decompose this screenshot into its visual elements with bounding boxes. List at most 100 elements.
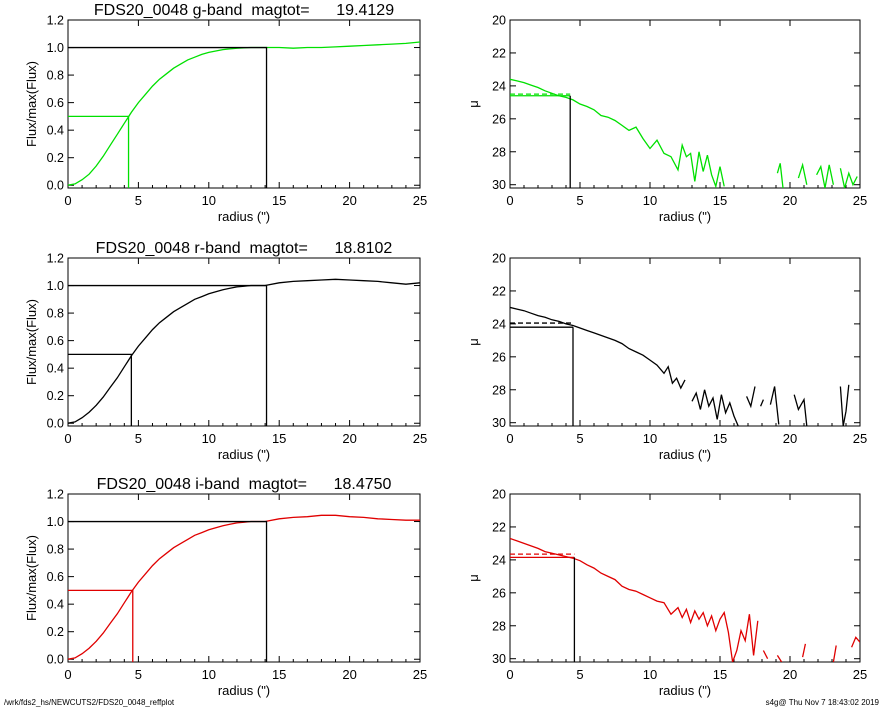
x-tick-label: 0	[64, 193, 71, 208]
plot-frame	[509, 257, 861, 427]
y-tick-label: 30	[492, 416, 506, 430]
y-tick-label: 24	[492, 317, 506, 331]
x-tick-label: 20	[342, 667, 356, 682]
chart-title: FDS20_0048 i-band magtot= 18.4750	[97, 476, 392, 493]
x-tick-label: 15	[713, 431, 727, 446]
plot-frame	[509, 19, 861, 189]
y-tick-label: 26	[492, 112, 506, 126]
x-tick-label: 5	[576, 431, 583, 446]
x-tick-label: 0	[64, 431, 71, 446]
y-axis-label: Flux/max(Flux)	[24, 61, 39, 147]
y-tick-label: 0.6	[47, 96, 64, 110]
total-radius-marker	[68, 46, 268, 188]
data-series-line	[68, 278, 420, 424]
y-tick-label: 22	[492, 520, 506, 534]
y-tick-label: 22	[492, 284, 506, 298]
y-tick-label: 0.0	[47, 179, 64, 193]
x-tick-label: 5	[135, 193, 142, 208]
x-tick-label: 15	[272, 431, 286, 446]
y-tick-label: 0.2	[47, 625, 64, 639]
x-axis-label: radius (")	[659, 683, 711, 698]
data-series-line	[510, 78, 858, 188]
y-tick-label: 0.6	[47, 570, 64, 584]
panel-r-growth: 0 5 10 15 20 25 0.0 0.2 0.4 0.6 0.8 1.0 1.2 radius ("…	[24, 240, 427, 462]
x-tick-label: 10	[643, 667, 657, 682]
x-tick-label: 0	[64, 667, 71, 682]
data-series-line	[510, 306, 850, 426]
total-radius-marker	[68, 520, 268, 662]
x-tick-label: 20	[783, 193, 797, 208]
y-tick-label: 0.0	[47, 653, 64, 667]
y-tick-label: 20	[492, 488, 506, 502]
y-tick-label: 24	[492, 79, 506, 93]
data-series-line	[510, 537, 860, 662]
x-tick-label: 20	[342, 431, 356, 446]
chart-title: FDS20_0048 r-band magtot= 18.8102	[96, 240, 393, 257]
y-tick-label: 28	[492, 619, 506, 633]
plot-frame	[67, 257, 421, 427]
x-tick-label: 5	[135, 667, 142, 682]
half-light-marker	[68, 115, 130, 188]
x-tick-label: 25	[413, 431, 427, 446]
x-tick-label: 5	[576, 193, 583, 208]
y-tick-label: 24	[492, 553, 506, 567]
total-radius-marker	[68, 284, 268, 426]
y-tick-label: 28	[492, 383, 506, 397]
chart-title: FDS20_0048 g-band magtot= 19.4129	[94, 2, 394, 19]
x-axis-label: radius (")	[659, 209, 711, 224]
y-tick-label: 26	[492, 350, 506, 364]
y-tick-label: 26	[492, 586, 506, 600]
x-tick-label: 0	[506, 667, 513, 682]
y-tick-label: 1.2	[47, 252, 64, 266]
x-tick-label: 10	[643, 193, 657, 208]
plot-frame	[67, 493, 421, 663]
y-axis-label: Flux/max(Flux)	[24, 299, 39, 385]
y-tick-label: 1.0	[47, 279, 64, 293]
y-tick-label: 30	[492, 178, 506, 192]
x-tick-label: 10	[202, 667, 216, 682]
y-axis-label: μ	[466, 338, 481, 346]
data-series-line	[68, 41, 420, 186]
x-tick-label: 15	[272, 193, 286, 208]
y-tick-label: 1.0	[47, 515, 64, 529]
x-tick-label: 20	[783, 431, 797, 446]
y-tick-label: 0.4	[47, 362, 64, 376]
y-tick-label: 0.8	[47, 543, 64, 557]
y-tick-label: 0.0	[47, 417, 64, 431]
y-tick-label: 30	[492, 652, 506, 666]
y-tick-label: 20	[492, 252, 506, 266]
panel-i-growth: 0 5 10 15 20 25 0.0 0.2 0.4 0.6 0.8 1.0 1.2 radius ("…	[24, 476, 427, 698]
x-tick-label: 0	[506, 431, 513, 446]
y-tick-label: 28	[492, 145, 506, 159]
x-tick-label: 10	[202, 431, 216, 446]
y-tick-label: 0.6	[47, 334, 64, 348]
x-axis-label: radius (")	[218, 447, 270, 462]
x-tick-label: 15	[713, 667, 727, 682]
x-tick-label: 25	[853, 431, 867, 446]
data-series-line	[68, 514, 420, 660]
panel-g-profile: 0 5 10 15 20 25 20 22 24 26 28 30 radius (") μ	[466, 14, 867, 225]
panel-g-growth: 0 5 10 15 20 25 0.0 0.2 0.4 0.6 0.8 1.0 1.2 radius ("…	[24, 2, 427, 224]
x-tick-label: 10	[202, 193, 216, 208]
panel-i-profile: 0 5 10 15 20 25 20 22 24 26 28 30 radius (") μ	[466, 488, 867, 699]
y-tick-label: 1.2	[47, 488, 64, 502]
x-tick-label: 5	[576, 667, 583, 682]
x-tick-label: 25	[853, 667, 867, 682]
y-tick-label: 0.8	[47, 307, 64, 321]
x-tick-label: 25	[413, 193, 427, 208]
y-tick-label: 1.2	[47, 14, 64, 28]
y-tick-label: 0.2	[47, 151, 64, 165]
x-tick-label: 10	[643, 431, 657, 446]
half-light-marker	[68, 589, 134, 662]
y-axis-label: μ	[466, 100, 481, 108]
x-axis-label: radius (")	[218, 683, 270, 698]
y-tick-label: 22	[492, 46, 506, 60]
y-tick-label: 0.4	[47, 124, 64, 138]
panel-r-profile: 0 5 10 15 20 25 20 22 24 26 28 30 radius (") μ	[466, 252, 867, 463]
footer-timestamp: s4g@ Thu Nov 7 18:43:02 2019	[765, 698, 879, 707]
x-tick-label: 25	[413, 667, 427, 682]
x-axis-label: radius (")	[218, 209, 270, 224]
y-tick-label: 1.0	[47, 41, 64, 55]
y-tick-label: 20	[492, 14, 506, 28]
